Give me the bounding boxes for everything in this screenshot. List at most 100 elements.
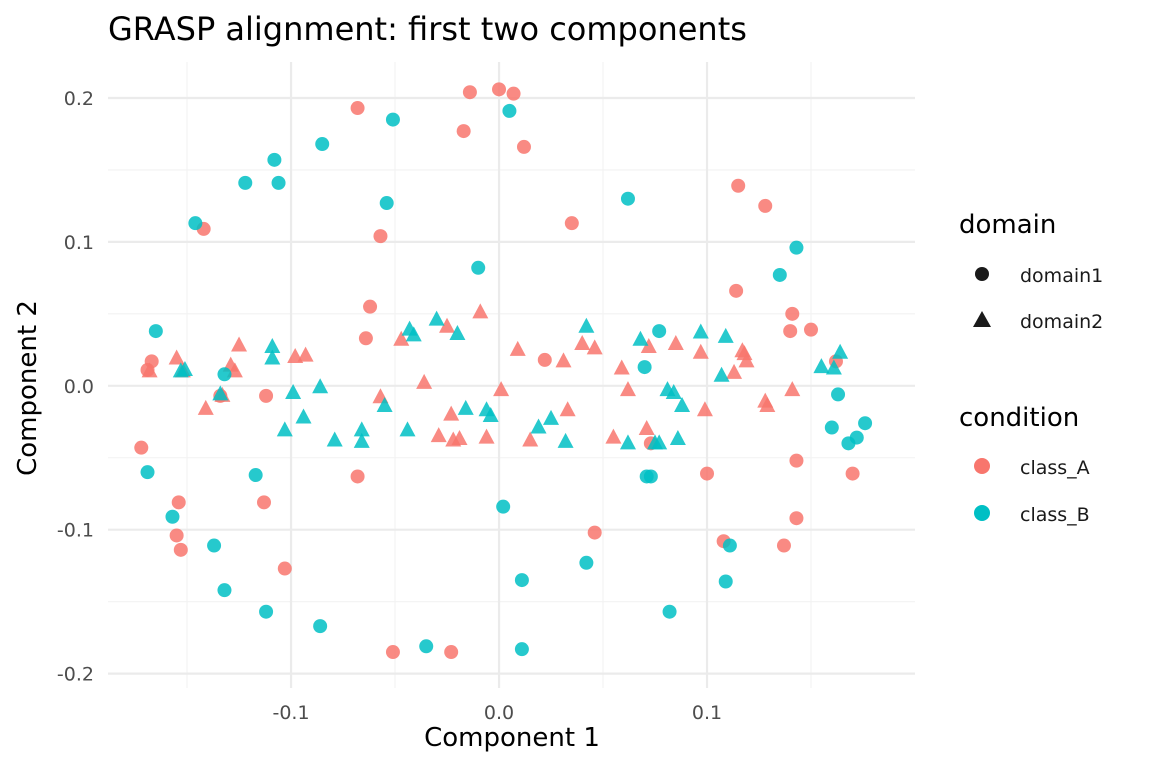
legend-triangle-icon	[973, 311, 991, 327]
data-point-class_A-domain2	[574, 335, 591, 351]
legend-swatch-class-b	[974, 505, 990, 521]
data-point-class_A-domain1	[789, 453, 804, 468]
data-point-class_B-domain1	[217, 583, 232, 598]
data-point-class_B-domain2	[376, 396, 393, 412]
data-point-class_B-domain2	[717, 327, 734, 343]
data-point-class_B-domain1	[419, 639, 434, 654]
data-point-class_B-domain1	[652, 324, 667, 339]
data-point-class_A-domain2	[726, 363, 743, 379]
data-point-class_B-domain2	[353, 432, 370, 448]
data-point-class_A-domain2	[493, 381, 510, 397]
data-point-class_B-domain1	[849, 430, 864, 445]
data-point-class_B-domain1	[718, 574, 733, 589]
y-axis-title: Component 2	[13, 300, 43, 476]
data-point-class_A-domain1	[731, 178, 746, 193]
data-point-class_B-domain2	[632, 330, 649, 346]
data-point-class_B-domain2	[651, 434, 668, 450]
data-point-class_B-domain2	[457, 399, 474, 415]
data-point-class_A-domain2	[605, 428, 622, 444]
data-point-class_A-domain2	[522, 431, 539, 447]
data-point-class_B-domain1	[165, 509, 180, 524]
data-point-class_B-domain2	[530, 418, 547, 434]
legend-circle-icon	[975, 267, 989, 281]
y-tick-label: 0.2	[64, 88, 94, 110]
data-point-class_B-domain1	[471, 260, 486, 275]
data-point-class_B-domain1	[315, 137, 330, 152]
data-point-class_A-domain1	[350, 101, 365, 116]
legend-condition-title: condition	[959, 403, 1079, 433]
data-point-class_B-domain1	[217, 367, 232, 382]
data-point-class_B-domain2	[825, 359, 842, 375]
data-point-class_A-domain1	[537, 352, 552, 367]
data-point-class_B-domain2	[264, 349, 281, 365]
y-axis-ticks: -0.2 -0.1 0.0 0.1 0.2	[57, 88, 94, 686]
data-point-class_A-domain2	[439, 317, 456, 333]
data-point-class_A-domain1	[492, 82, 507, 97]
data-point-class_B-domain1	[140, 465, 155, 480]
data-point-class_B-domain1	[496, 499, 511, 514]
data-point-class_A-domain1	[444, 645, 459, 660]
legend-label-class-b: class_B	[1020, 504, 1090, 526]
data-point-class_B-domain2	[674, 396, 691, 412]
data-point-class_B-domain2	[312, 378, 329, 394]
data-point-class_B-domain1	[385, 112, 400, 127]
data-point-class_A-domain1	[785, 306, 800, 321]
data-point-class_B-domain1	[662, 604, 677, 619]
data-point-class_A-domain2	[168, 349, 185, 365]
data-point-class_B-domain1	[637, 360, 652, 375]
chart-title: GRASP alignment: first two components	[108, 10, 747, 48]
data-point-class_B-domain1	[789, 240, 804, 255]
x-axis-title: Component 1	[424, 723, 600, 753]
data-point-class_A-domain1	[363, 299, 378, 314]
data-point-class_A-domain2	[141, 362, 158, 378]
data-point-class_B-domain2	[813, 358, 830, 374]
data-point-class_B-domain1	[514, 642, 529, 657]
data-point-class_B-domain2	[399, 421, 416, 437]
data-point-class_B-domain1	[248, 468, 263, 483]
legend-condition: condition class_A class_B	[959, 403, 1090, 526]
data-point-class_A-domain2	[667, 335, 684, 351]
data-point-class_B-domain2	[295, 408, 312, 424]
data-point-class_A-domain1	[373, 229, 388, 244]
y-tick-label: 0.0	[64, 376, 94, 398]
x-tick-label: 0.0	[484, 702, 514, 724]
x-tick-label: -0.1	[272, 702, 309, 724]
data-point-class_B-domain2	[428, 310, 445, 326]
data-point-class_A-domain1	[845, 466, 860, 481]
data-point-class_A-domain1	[256, 495, 271, 510]
data-point-class_A-domain2	[197, 399, 214, 415]
data-point-class_B-domain1	[271, 175, 286, 190]
data-point-class_B-domain1	[579, 555, 594, 570]
data-point-class_A-domain1	[789, 511, 804, 526]
data-point-class_A-domain2	[430, 427, 447, 443]
data-point-class_A-domain1	[173, 542, 188, 557]
data-point-class_A-domain2	[231, 336, 248, 352]
data-point-class_A-domain1	[385, 645, 400, 660]
data-point-class_B-domain2	[482, 407, 499, 423]
data-point-class_A-domain2	[619, 381, 636, 397]
legend-domain: domain domain1 domain2	[959, 210, 1103, 333]
legend-label-domain1: domain1	[1020, 265, 1103, 287]
data-point-class_A-domain2	[297, 346, 314, 362]
data-point-class_A-domain1	[259, 388, 274, 403]
data-point-class_A-domain2	[784, 381, 801, 397]
x-tick-label: 0.1	[692, 702, 722, 724]
data-point-class_A-domain2	[640, 337, 657, 353]
data-point-class_A-domain1	[776, 538, 791, 553]
data-point-class_A-domain2	[451, 430, 468, 446]
data-point-class_B-domain2	[669, 430, 686, 446]
data-point-class_A-domain1	[587, 525, 602, 540]
data-point-class_A-domain1	[358, 331, 373, 346]
data-point-class_B-domain1	[831, 387, 846, 402]
data-point-class_A-domain2	[759, 396, 776, 412]
data-point-class_B-domain2	[832, 343, 849, 359]
data-point-class_A-domain1	[144, 354, 159, 369]
data-point-class_A-domain1	[506, 86, 521, 101]
data-point-class_B-domain1	[722, 538, 737, 553]
legend-label-domain2: domain2	[1020, 311, 1103, 333]
data-point-class_B-domain1	[148, 324, 163, 339]
data-point-class_B-domain2	[285, 383, 302, 399]
x-axis-ticks: -0.1 0.0 0.1	[272, 702, 722, 724]
data-point-class_A-domain1	[134, 440, 149, 455]
data-point-class_A-domain1	[169, 528, 184, 543]
